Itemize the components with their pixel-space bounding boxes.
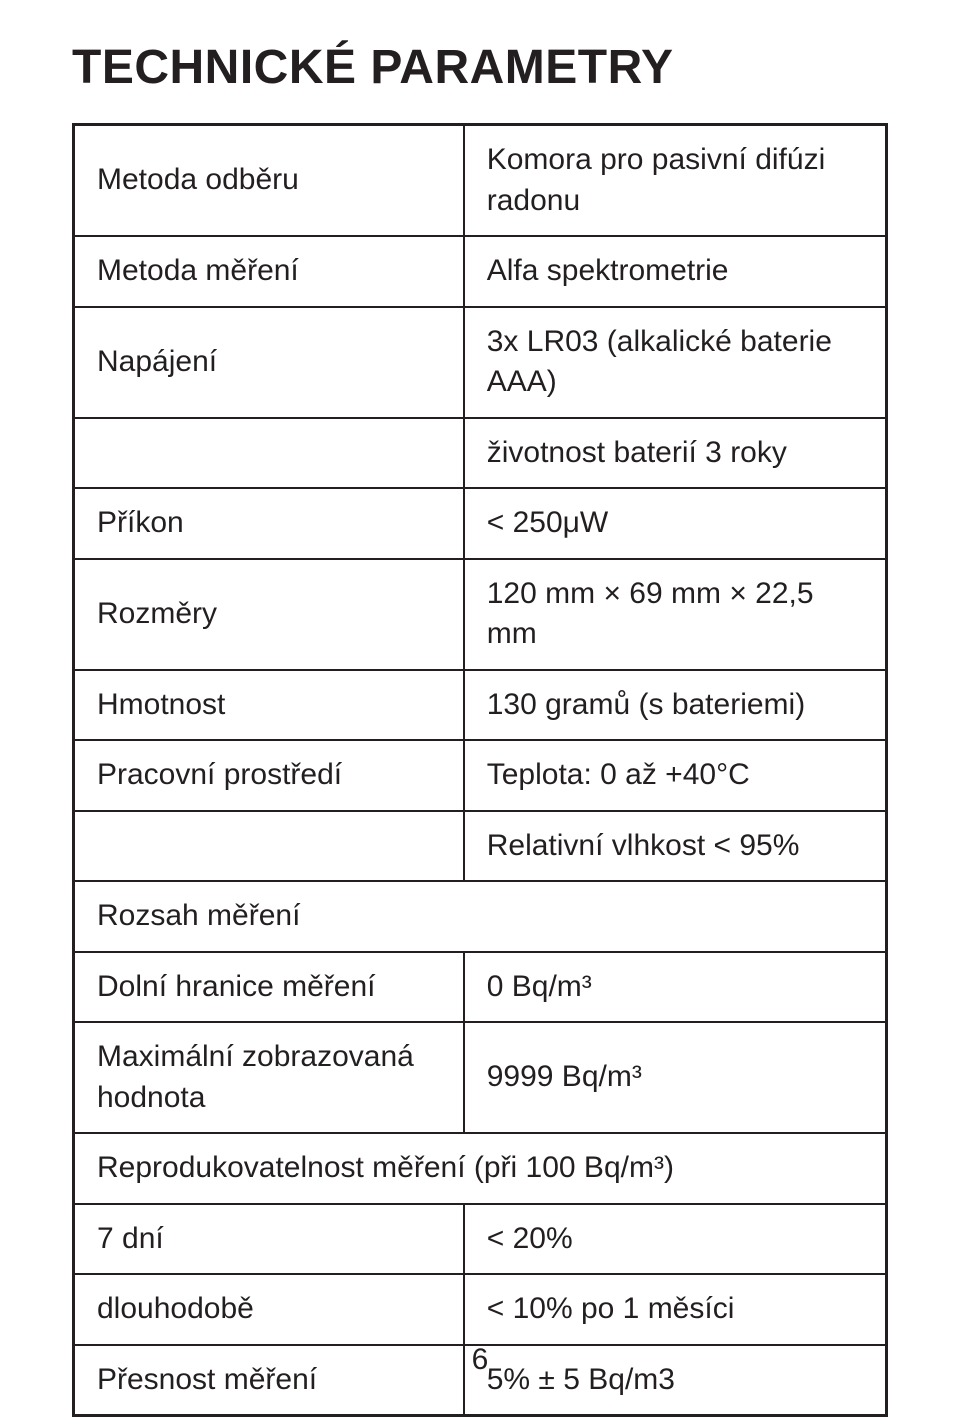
table-row: Příkon < 250μW xyxy=(74,488,887,559)
spec-label: 7 dní xyxy=(74,1204,464,1275)
spec-label: Hmotnost xyxy=(74,670,464,741)
spec-label: dlouhodobě xyxy=(74,1274,464,1345)
spec-value: 130 gramů (s bateriemi) xyxy=(464,670,887,741)
spec-label: Metoda měření xyxy=(74,236,464,307)
spec-value: Alfa spektrometrie xyxy=(464,236,887,307)
spec-value: Komora pro pasivní difúzi radonu xyxy=(464,125,887,237)
spec-label-empty xyxy=(74,418,464,489)
table-row: Hmotnost 130 gramů (s bateriemi) xyxy=(74,670,887,741)
table-row: Napájení 3x LR03 (alkalické baterie AAA) xyxy=(74,307,887,418)
section-header: Rozsah měření xyxy=(74,881,887,952)
page-title: TECHNICKÉ PARAMETRY xyxy=(72,40,888,95)
table-row: 7 dní < 20% xyxy=(74,1204,887,1275)
spec-label: Napájení xyxy=(74,307,464,418)
spec-label: Maximální zobrazovaná hodnota xyxy=(74,1022,464,1133)
spec-value: < 250μW xyxy=(464,488,887,559)
spec-label: Dolní hranice měření xyxy=(74,952,464,1023)
specs-table: Metoda odběru Komora pro pasivní difúzi … xyxy=(72,123,888,1417)
table-row: Dolní hranice měření 0 Bq/m³ xyxy=(74,952,887,1023)
table-row: dlouhodobě < 10% po 1 měsíci xyxy=(74,1274,887,1345)
table-row: Metoda odběru Komora pro pasivní difúzi … xyxy=(74,125,887,237)
table-row: Rozměry 120 mm × 69 mm × 22,5 mm xyxy=(74,559,887,670)
spec-value: Relativní vlhkost < 95% xyxy=(464,811,887,882)
spec-value: < 20% xyxy=(464,1204,887,1275)
spec-label: Pracovní prostředí xyxy=(74,740,464,811)
spec-value: 0 Bq/m³ xyxy=(464,952,887,1023)
table-row: Relativní vlhkost < 95% xyxy=(74,811,887,882)
table-row: Metoda měření Alfa spektrometrie xyxy=(74,236,887,307)
spec-value: 3x LR03 (alkalické baterie AAA) xyxy=(464,307,887,418)
section-header: Reprodukovatelnost měření (při 100 Bq/m³… xyxy=(74,1133,887,1204)
table-row: životnost baterií 3 roky xyxy=(74,418,887,489)
spec-label: Metoda odběru xyxy=(74,125,464,237)
table-row: Pracovní prostředí Teplota: 0 až +40°C xyxy=(74,740,887,811)
page-number: 6 xyxy=(0,1343,960,1377)
page: TECHNICKÉ PARAMETRY Metoda odběru Komora… xyxy=(0,0,960,1417)
spec-value: 9999 Bq/m³ xyxy=(464,1022,887,1133)
spec-label: Příkon xyxy=(74,488,464,559)
spec-label-empty xyxy=(74,811,464,882)
table-row: Maximální zobrazovaná hodnota 9999 Bq/m³ xyxy=(74,1022,887,1133)
spec-value: 120 mm × 69 mm × 22,5 mm xyxy=(464,559,887,670)
table-row: Rozsah měření xyxy=(74,881,887,952)
spec-value: < 10% po 1 měsíci xyxy=(464,1274,887,1345)
spec-value: životnost baterií 3 roky xyxy=(464,418,887,489)
table-row: Reprodukovatelnost měření (při 100 Bq/m³… xyxy=(74,1133,887,1204)
spec-value: Teplota: 0 až +40°C xyxy=(464,740,887,811)
spec-label: Rozměry xyxy=(74,559,464,670)
